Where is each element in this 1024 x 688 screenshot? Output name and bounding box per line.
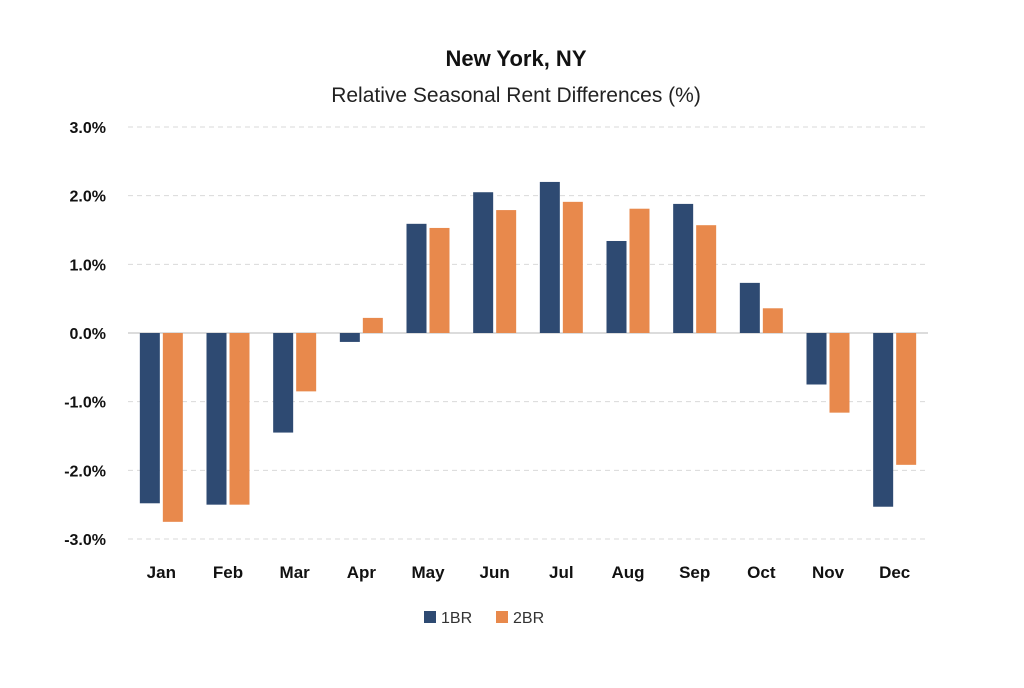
bar-2br-sep	[696, 225, 717, 333]
y-tick-label: -2.0%	[64, 463, 106, 480]
bar-2br-apr	[362, 317, 383, 333]
bar-2br-feb	[229, 333, 250, 505]
bar-2br-oct	[762, 308, 783, 333]
y-tick-label: 3.0%	[70, 120, 106, 137]
bar-1br-jun	[473, 192, 494, 333]
x-tick-label: Sep	[679, 563, 710, 582]
bar-1br-feb	[206, 333, 227, 505]
x-tick-label: Apr	[347, 563, 377, 582]
bar-2br-nov	[829, 333, 850, 413]
bar-1br-aug	[606, 240, 627, 333]
x-tick-label: Mar	[280, 563, 311, 582]
x-tick-label: Feb	[213, 563, 243, 582]
y-tick-label: -1.0%	[64, 395, 106, 412]
x-tick-label: Nov	[812, 563, 845, 582]
y-axis-ticks: 3.0% 2.0% 1.0% 0.0% -1.0% -2.0% -3.0%	[64, 120, 106, 549]
legend-swatch-1br	[424, 611, 436, 623]
x-tick-label: Jul	[549, 563, 574, 582]
x-tick-label: Aug	[611, 563, 644, 582]
bar-2br-dec	[896, 333, 917, 465]
bar-1br-sep	[673, 203, 694, 333]
x-tick-label: May	[411, 563, 445, 582]
bar-1br-jan	[139, 333, 160, 504]
legend-swatch-2br	[496, 611, 508, 623]
bar-1br-may	[406, 223, 427, 333]
bar-2br-jan	[162, 333, 183, 522]
y-tick-label: -3.0%	[64, 532, 106, 549]
bar-1br-jul	[539, 181, 560, 333]
y-tick-label: 2.0%	[70, 189, 106, 206]
gridlines	[128, 126, 928, 540]
bar-1br-nov	[806, 333, 827, 385]
bar-2br-mar	[296, 333, 317, 392]
bar-2br-aug	[629, 208, 650, 333]
bar-1br-apr	[339, 333, 360, 342]
bars	[139, 181, 917, 522]
bar-1br-oct	[739, 282, 760, 333]
bar-1br-dec	[873, 333, 894, 507]
x-tick-label: Oct	[747, 563, 776, 582]
x-tick-label: Dec	[879, 563, 910, 582]
chart-subtitle: Relative Seasonal Rent Differences (%)	[331, 84, 701, 107]
x-axis-ticks: Jan Feb Mar Apr May Jun Jul Aug Sep Oct Nov Dec	[147, 563, 911, 582]
chart-title: New York, NY	[445, 46, 586, 71]
x-tick-label: Jan	[147, 563, 176, 582]
y-tick-label: 0.0%	[70, 326, 106, 343]
y-tick-label: 1.0%	[70, 257, 106, 274]
bar-2br-jul	[562, 201, 583, 333]
legend: 1BR 2BR	[424, 610, 544, 627]
x-tick-label: Jun	[480, 563, 510, 582]
legend-label-2br: 2BR	[513, 610, 544, 627]
bar-2br-may	[429, 227, 450, 333]
legend-label-1br: 1BR	[441, 610, 472, 627]
bar-1br-mar	[273, 333, 294, 433]
bar-2br-jun	[496, 210, 517, 333]
